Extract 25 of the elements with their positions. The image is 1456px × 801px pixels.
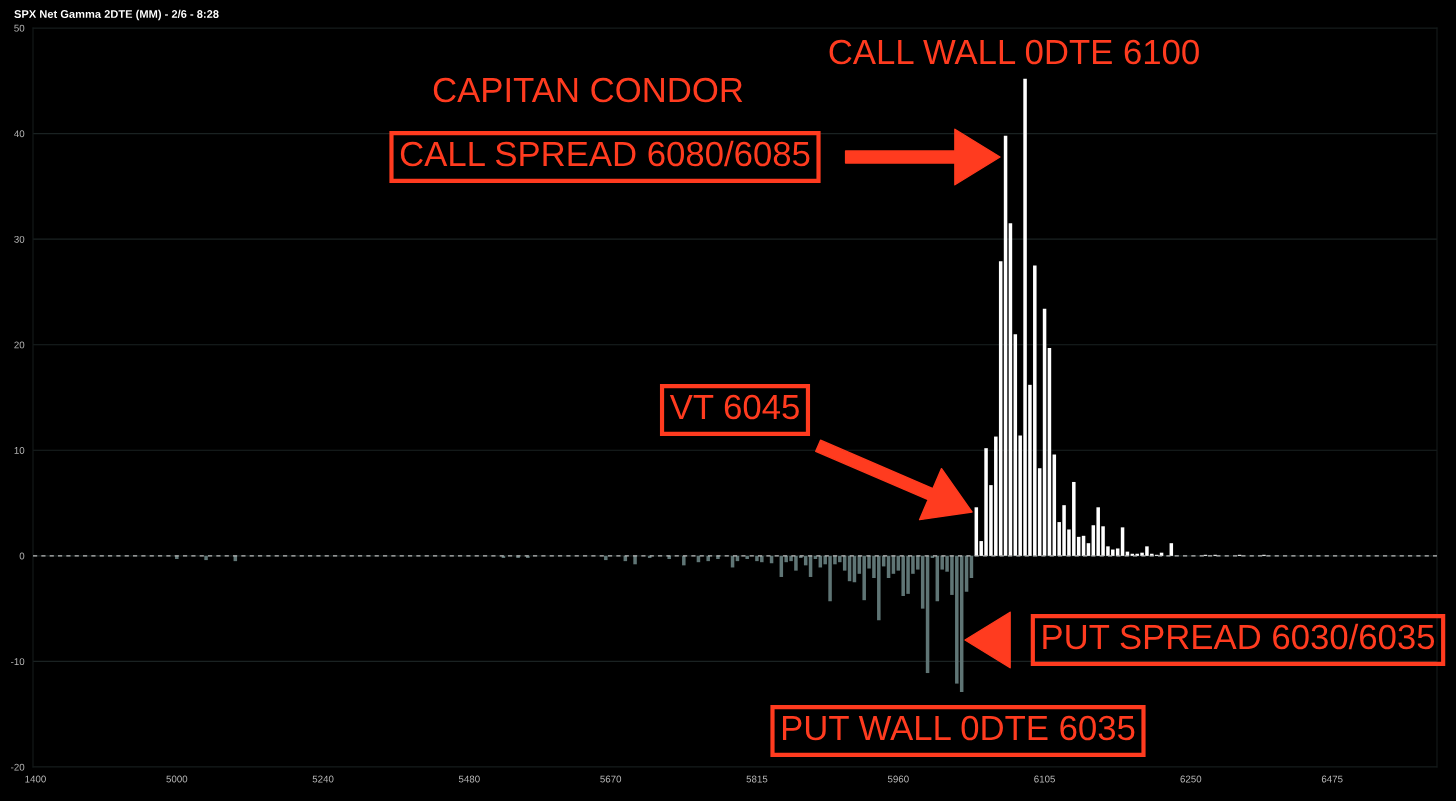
y-tick-label: 30 xyxy=(14,235,25,243)
x-tick-label: 1400 xyxy=(25,775,46,783)
x-tick-label: 6105 xyxy=(1034,775,1055,783)
annotation: CALL WALL 0DTE 6100 xyxy=(829,39,1199,65)
annotation: VT 6045 xyxy=(669,394,799,420)
y-tick-label: 0 xyxy=(19,552,25,560)
y-tick-label: -20 xyxy=(11,763,25,771)
x-tick-label: 5670 xyxy=(600,775,622,783)
x-tick-label: 6475 xyxy=(1321,775,1343,783)
x-tick-label: 5815 xyxy=(746,775,768,783)
annotation: PUT WALL 0DTE 6035 xyxy=(782,715,1135,741)
chart-title: SPX Net Gamma 2DTE (MM) - 2/6 - 8:28 xyxy=(14,9,219,21)
y-tick-label: -10 xyxy=(11,658,25,666)
x-tick-label: 5000 xyxy=(166,775,188,783)
y-tick-label: 10 xyxy=(14,447,25,454)
annotation: CAPITAN CONDOR xyxy=(433,77,743,103)
y-tick-label: 50 xyxy=(14,24,25,32)
y-tick-label: 20 xyxy=(14,341,25,349)
x-tick-label: 5960 xyxy=(887,775,909,783)
annotation: PUT SPREAD 6030/6035 xyxy=(1043,623,1435,650)
annotation: CALL SPREAD 6080/6085 xyxy=(400,140,810,167)
y-tick-label: 40 xyxy=(14,130,25,138)
x-tick-label: 5480 xyxy=(458,775,480,783)
x-tick-label: 6250 xyxy=(1180,775,1202,783)
x-tick-label: 5240 xyxy=(312,775,334,783)
